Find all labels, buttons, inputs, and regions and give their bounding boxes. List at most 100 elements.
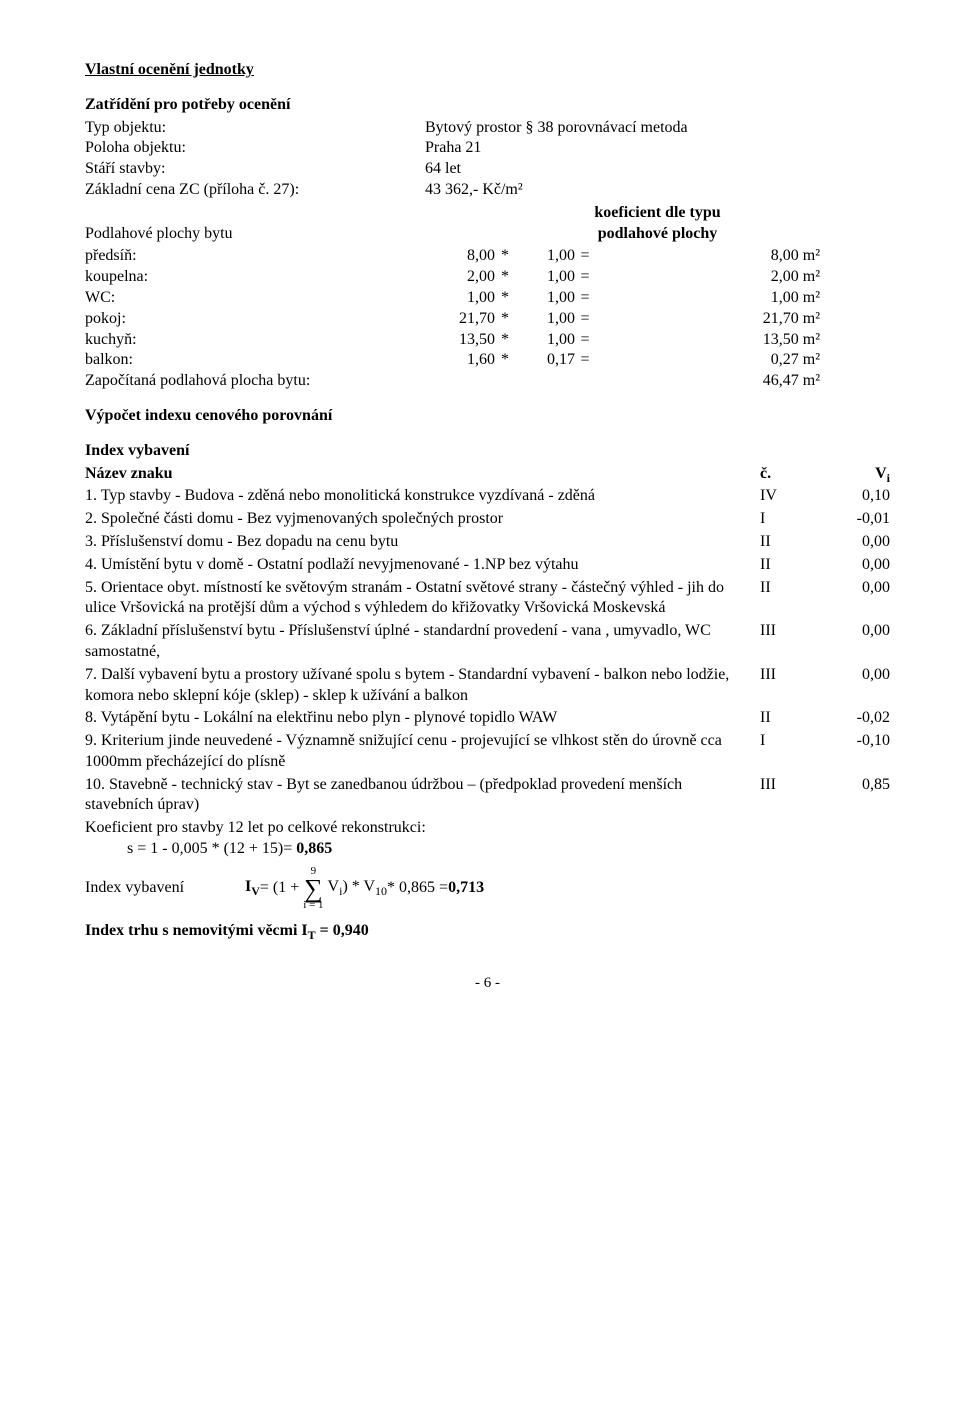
room-op2: = (575, 330, 595, 351)
index-col-v: -0,02 (820, 708, 890, 729)
index-col-c: II (754, 532, 820, 553)
room-res: 13,50 m² (595, 330, 890, 351)
index-text: 6. Základní příslušenství bytu - Přísluš… (85, 621, 754, 663)
row-zc: Základní cena ZC (příloha č. 27): 43 362… (85, 180, 890, 201)
room-op2: = (575, 350, 595, 371)
room-a: 1,60 (425, 350, 495, 371)
room-a: 8,00 (425, 246, 495, 267)
coef-line-1: koeficient dle typu (594, 204, 720, 221)
index-row: 10. Stavebně - technický stav - Byt se z… (85, 775, 890, 817)
page-title: Vlastní ocenění jednotky (85, 60, 890, 81)
sigma-icon: 9 ∑ i = 1 (303, 866, 323, 911)
index-text: 10. Stavebně - technický stav - Byt se z… (85, 775, 754, 817)
index-col-c: III (754, 775, 820, 817)
index-col-v: 0,00 (820, 665, 890, 707)
row-poloha: Poloha objektu: Praha 21 (85, 138, 890, 159)
room-op1: * (495, 350, 515, 371)
coef-line-2: podlahové plochy (598, 225, 718, 242)
room-op2: = (575, 309, 595, 330)
label: Poloha objektu: (85, 138, 425, 159)
room-b: 1,00 (515, 267, 575, 288)
formula-lhs: Index vybavení (85, 878, 245, 899)
index-text: 3. Příslušenství domu - Bez dopadu na ce… (85, 532, 754, 553)
index-text: 2. Společné části domu - Bez vyjmenovaný… (85, 509, 754, 530)
label: Základní cena ZC (příloha č. 27): (85, 180, 425, 201)
room-b: 1,00 (515, 288, 575, 309)
row-typ-objektu: Typ objektu: Bytový prostor § 38 porovná… (85, 118, 890, 139)
floor-label: Podlahové plochy bytu (85, 225, 233, 242)
room-a: 1,00 (425, 288, 495, 309)
head-c: č. (754, 464, 820, 487)
index-table: Název znaku č. Vi 1. Typ stavby - Budova… (85, 464, 890, 817)
index-row: 9. Kriterium jinde neuvedené - Významně … (85, 731, 890, 773)
floor-row: WC:1,00*1,00=1,00 m² (85, 288, 890, 309)
room-op2: = (575, 267, 595, 288)
index-text: 4. Umístění bytu v domě - Ostatní podlaž… (85, 555, 754, 576)
index-col-v: 0,00 (820, 621, 890, 663)
floor-area-table: Podlahové plochy bytu koeficient dle typ… (85, 203, 890, 392)
label: Stáří stavby: (85, 159, 425, 180)
koef-line-2: s = 1 - 0,005 * (12 + 15)= 0,865 (85, 839, 890, 860)
floor-row: koupelna:2,00*1,00=2,00 m² (85, 267, 890, 288)
section-index-vybaveni: Index vybavení (85, 441, 890, 462)
index-row: 6. Základní příslušenství bytu - Přísluš… (85, 621, 890, 663)
index-col-c: I (754, 731, 820, 773)
index-text: 9. Kriterium jinde neuvedené - Významně … (85, 731, 754, 773)
room-b: 1,00 (515, 246, 575, 267)
floor-row: kuchyň:13,50*1,00=13,50 m² (85, 330, 890, 351)
index-col-c: IV (754, 486, 820, 507)
floor-total-label: Započítaná podlahová plocha bytu: (85, 371, 425, 392)
room-res: 21,70 m² (595, 309, 890, 330)
room-op2: = (575, 288, 595, 309)
floor-head-right: koeficient dle typu podlahové plochy (425, 203, 890, 245)
value: Praha 21 (425, 138, 890, 159)
room-op2: = (575, 246, 595, 267)
index-col-c: III (754, 665, 820, 707)
room-b: 0,17 (515, 350, 575, 371)
index-row: 2. Společné části domu - Bez vyjmenovaný… (85, 509, 890, 530)
room-a: 2,00 (425, 267, 495, 288)
floor-row: balkon:1,60*0,17=0,27 m² (85, 350, 890, 371)
floor-row: pokoj:21,70*1,00=21,70 m² (85, 309, 890, 330)
floor-total-row: Započítaná podlahová plocha bytu: 46,47 … (85, 371, 890, 392)
page-number: - 6 - (85, 974, 890, 994)
room-name: předsíň: (85, 246, 425, 267)
index-table-head: Název znaku č. Vi (85, 464, 890, 487)
koef-line-1: Koeficient pro stavby 12 let po celkové … (85, 818, 890, 839)
index-row: 5. Orientace obyt. místností ke světovým… (85, 578, 890, 620)
index-col-v: 0,85 (820, 775, 890, 817)
head-name: Název znaku (85, 464, 754, 487)
room-b: 1,00 (515, 330, 575, 351)
index-col-c: III (754, 621, 820, 663)
room-op1: * (495, 246, 515, 267)
index-col-v: 0,00 (820, 578, 890, 620)
room-op1: * (495, 330, 515, 351)
room-name: WC: (85, 288, 425, 309)
room-res: 0,27 m² (595, 350, 890, 371)
room-name: pokoj: (85, 309, 425, 330)
value: 43 362,- Kč/m² (425, 180, 890, 201)
formula-index-vybaveni: Index vybavení IV = (1 + 9 ∑ i = 1 Vi ) … (85, 866, 890, 911)
room-a: 21,70 (425, 309, 495, 330)
index-col-c: II (754, 555, 820, 576)
room-op1: * (495, 267, 515, 288)
index-trhu-line: Index trhu s nemovitými věcmi IT = 0,940 (85, 921, 890, 944)
label: Typ objektu: (85, 118, 425, 139)
room-name: kuchyň: (85, 330, 425, 351)
room-op1: * (495, 288, 515, 309)
index-row: 7. Další vybavení bytu a prostory užívan… (85, 665, 890, 707)
index-row: 3. Příslušenství domu - Bez dopadu na ce… (85, 532, 890, 553)
value: Bytový prostor § 38 porovnávací metoda (425, 118, 890, 139)
index-text: 1. Typ stavby - Budova - zděná nebo mono… (85, 486, 754, 507)
index-col-v: 0,00 (820, 555, 890, 576)
row-stari: Stáří stavby: 64 let (85, 159, 890, 180)
room-res: 1,00 m² (595, 288, 890, 309)
room-op1: * (495, 309, 515, 330)
index-col-c: II (754, 578, 820, 620)
room-a: 13,50 (425, 330, 495, 351)
formula-mid: IV = (1 + 9 ∑ i = 1 Vi ) * V10 * 0,865 =… (245, 866, 484, 911)
index-col-v: 0,10 (820, 486, 890, 507)
index-text: 5. Orientace obyt. místností ke světovým… (85, 578, 754, 620)
floor-row: předsíň:8,00*1,00=8,00 m² (85, 246, 890, 267)
head-v: Vi (820, 464, 890, 487)
